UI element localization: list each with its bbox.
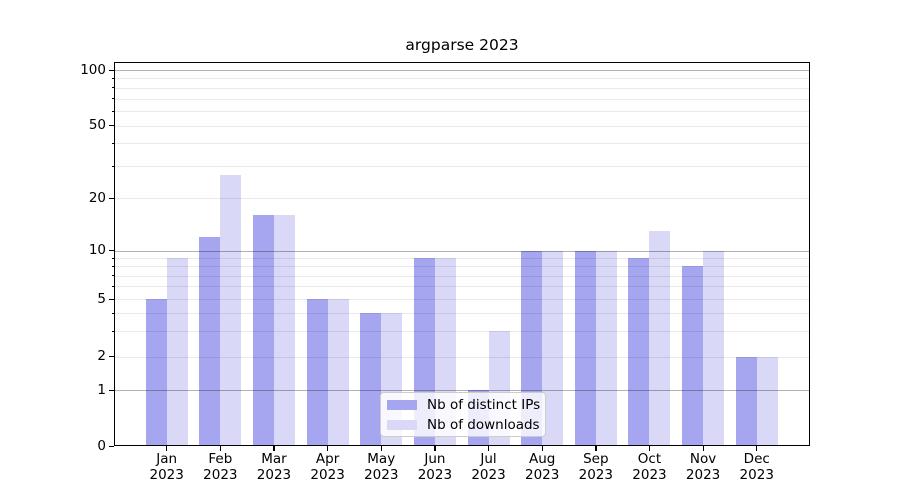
x-tick (380, 446, 382, 451)
bar-nb-of-distinct-ips-jan (145, 299, 167, 446)
x-tick-label-nov: Nov 2023 (685, 451, 721, 483)
y-tick (109, 298, 114, 300)
x-tick-label-feb: Feb 2023 (203, 451, 238, 483)
y-tick-label: 2 (97, 348, 106, 365)
y-gridline-major (114, 390, 810, 391)
bar-nb-of-distinct-ips-dec (735, 356, 757, 446)
y-tick (109, 69, 114, 71)
bar-nb-of-distinct-ips-may (360, 313, 382, 446)
x-tick (648, 446, 651, 451)
y-gridline-minor (114, 356, 810, 358)
bar-nb-of-downloads-oct (649, 230, 671, 446)
bar-nb-of-distinct-ips-feb (199, 236, 221, 446)
x-tick-label-jun: Jun 2023 (417, 451, 453, 483)
bar-nb-of-distinct-ips-oct (628, 258, 650, 446)
y-gridline-minor (114, 266, 810, 268)
x-tick (488, 446, 490, 451)
x-tick (702, 446, 704, 451)
bar-nb-of-downloads-sep (595, 250, 617, 446)
y-tick (109, 197, 114, 199)
chart-title: argparse 2023 (405, 36, 519, 54)
y-minor-tick (111, 77, 114, 79)
y-tick (109, 445, 114, 447)
y-gridline-minor (114, 258, 810, 260)
y-tick (109, 250, 114, 252)
x-tick (166, 446, 168, 451)
y-gridline-minor (114, 98, 810, 100)
x-tick-label-apr: Apr 2023 (310, 451, 345, 483)
y-gridline-minor (114, 111, 810, 113)
x-tick (756, 446, 758, 451)
y-tick-label: 10 (88, 242, 106, 259)
bar-nb-of-downloads-dec (756, 356, 778, 446)
x-tick (595, 446, 597, 451)
y-tick-label: 0 (97, 437, 106, 454)
y-tick (109, 125, 114, 127)
legend-label-distinct-ips: Nb of distinct IPs (427, 397, 541, 414)
y-minor-tick (111, 275, 114, 277)
y-gridline-minor (114, 198, 810, 200)
x-tick-label-may: May 2023 (364, 451, 399, 483)
bar-nb-of-downloads-feb (220, 174, 242, 446)
x-tick-label-mar: Mar 2023 (256, 451, 292, 483)
legend: Nb of distinct IPs Nb of downloads (380, 391, 546, 437)
x-tick-label-oct: Oct 2023 (632, 451, 667, 483)
bar-nb-of-downloads-mar (273, 215, 295, 446)
y-tick-label: 5 (97, 290, 106, 307)
y-gridline-minor (114, 78, 810, 80)
y-tick (109, 356, 114, 358)
bar-nb-of-downloads-nov (703, 250, 725, 446)
x-tick-label-jul: Jul 2023 (471, 451, 506, 483)
y-tick-label: 20 (88, 189, 106, 206)
bar-nb-of-downloads-aug (542, 250, 564, 446)
y-minor-tick (111, 110, 114, 112)
x-tick (219, 446, 222, 451)
y-gridline-minor (114, 275, 810, 277)
y-minor-tick (111, 285, 114, 287)
y-tick-label: 100 (80, 61, 106, 78)
y-minor-tick (111, 330, 114, 332)
x-tick (273, 446, 275, 451)
x-tick (327, 446, 329, 451)
y-gridline-minor (114, 331, 810, 333)
bar-nb-of-downloads-jan (166, 258, 188, 446)
y-tick-label: 50 (88, 117, 106, 134)
bar-nb-of-distinct-ips-sep (574, 250, 596, 446)
y-minor-tick (111, 142, 114, 144)
y-gridline-major (114, 70, 810, 71)
y-minor-tick (111, 87, 114, 89)
bar-nb-of-distinct-ips-mar (252, 215, 274, 446)
bar-nb-of-distinct-ips-nov (682, 266, 704, 446)
y-tick-label: 1 (97, 381, 106, 398)
x-tick (541, 446, 543, 451)
legend-item-downloads: Nb of downloads (381, 415, 545, 435)
y-tick (109, 389, 114, 391)
bar-nb-of-distinct-ips-apr (306, 299, 328, 446)
legend-label-downloads: Nb of downloads (427, 416, 540, 433)
x-tick (434, 446, 436, 451)
x-tick-label-jan: Jan 2023 (149, 451, 184, 483)
y-gridline-minor (114, 313, 810, 315)
legend-swatch-downloads-icon (387, 419, 417, 430)
bar-nb-of-downloads-apr (327, 299, 349, 446)
y-minor-tick (111, 257, 114, 259)
y-gridline-minor (114, 286, 810, 288)
y-minor-tick (111, 265, 114, 267)
y-gridline-minor (114, 299, 810, 300)
y-minor-tick (111, 165, 114, 167)
plot-area: Nb of distinct IPs Nb of downloads (114, 62, 810, 446)
legend-item-distinct-ips: Nb of distinct IPs (381, 396, 545, 416)
x-tick-label-dec: Dec 2023 (739, 451, 774, 483)
legend-swatch-distinct-ips-icon (387, 400, 417, 411)
y-gridline-major (114, 250, 810, 252)
x-tick-label-aug: Aug 2023 (524, 451, 560, 483)
y-minor-tick (111, 98, 114, 100)
y-gridline-minor (114, 125, 810, 127)
y-gridline-minor (114, 143, 810, 145)
y-gridline-minor (114, 87, 810, 89)
x-tick-label-sep: Sep 2023 (578, 451, 613, 483)
y-minor-tick (111, 312, 114, 314)
y-gridline-minor (114, 166, 810, 168)
